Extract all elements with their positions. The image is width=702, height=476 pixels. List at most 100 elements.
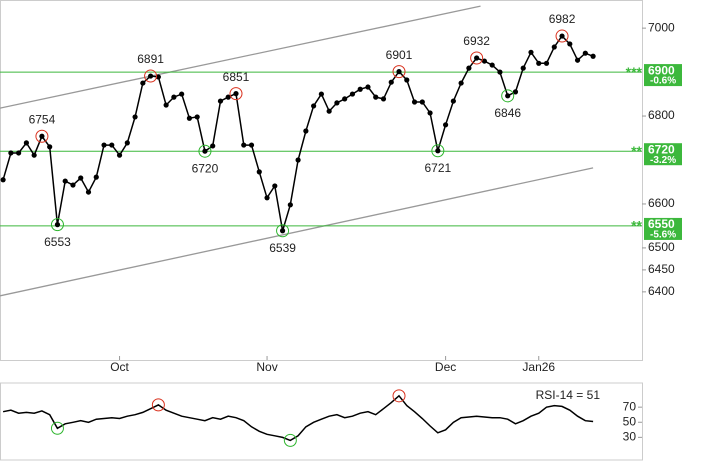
point — [233, 91, 239, 97]
low-label: 6720 — [192, 161, 219, 175]
point — [567, 41, 573, 47]
point — [404, 77, 410, 83]
point — [70, 182, 76, 188]
point — [132, 114, 138, 120]
point — [16, 150, 22, 156]
point — [39, 133, 45, 139]
point — [559, 33, 565, 39]
point — [373, 94, 379, 100]
point — [450, 98, 456, 104]
point — [62, 178, 68, 184]
point — [342, 96, 348, 102]
point — [194, 114, 200, 120]
level-value: 6900 — [648, 63, 675, 77]
level-box — [644, 217, 682, 240]
point — [31, 152, 37, 158]
point — [590, 53, 596, 59]
point — [435, 148, 441, 154]
y-tick-label: 7000 — [648, 20, 675, 34]
point — [528, 49, 534, 55]
point — [442, 122, 449, 128]
point — [543, 60, 550, 66]
level-stars: ** — [631, 218, 642, 234]
rsi-title: RSI-14 = 51 — [536, 388, 601, 402]
point — [318, 91, 324, 97]
point — [279, 228, 286, 234]
point — [210, 143, 216, 149]
high-label: 6754 — [29, 112, 56, 126]
rsi-high-marker — [151, 398, 165, 412]
high-label: 6932 — [463, 34, 490, 48]
level-box — [644, 64, 682, 87]
high-label: 6982 — [549, 12, 576, 26]
point — [116, 152, 123, 158]
low-label: 6539 — [269, 241, 296, 255]
point — [551, 44, 557, 50]
point — [264, 195, 270, 201]
low-marker — [431, 144, 445, 158]
point — [140, 80, 146, 86]
point — [186, 115, 193, 121]
x-tick-label: Dec — [435, 360, 456, 374]
rsi-high-marker — [392, 389, 406, 403]
point — [85, 189, 92, 195]
low-marker — [501, 89, 515, 103]
point — [574, 57, 581, 63]
point — [334, 100, 340, 106]
point — [295, 157, 301, 163]
high-marker — [470, 51, 484, 65]
point — [241, 142, 247, 148]
point — [47, 144, 53, 150]
level-box — [644, 143, 682, 166]
point — [396, 69, 402, 75]
high-label: 6851 — [223, 70, 250, 84]
y-tick-label: 6450 — [648, 262, 675, 276]
y-tick-label: 6400 — [648, 284, 675, 298]
point — [8, 150, 14, 156]
level-change: -3.2% — [650, 155, 676, 166]
x-tick-label: Jan26 — [522, 360, 555, 374]
x-tick-label: Nov — [256, 360, 277, 374]
y-tick-label: 6500 — [648, 240, 675, 254]
point — [388, 79, 394, 85]
point — [148, 73, 154, 79]
point — [0, 177, 6, 183]
point — [512, 89, 519, 95]
y-tick-label: 6800 — [648, 108, 675, 122]
plot-frame — [0, 0, 643, 361]
point — [326, 108, 332, 114]
point — [287, 202, 293, 208]
point — [311, 103, 317, 109]
point — [357, 86, 363, 92]
point — [23, 140, 29, 146]
rsi-tick-label: 30 — [623, 430, 637, 444]
level-change: -5.6% — [650, 230, 676, 241]
x-tick-label: Oct — [110, 360, 129, 374]
point — [303, 128, 309, 134]
trend-line — [0, 5, 481, 109]
point — [217, 98, 224, 104]
rsi-tick-label: 70 — [623, 399, 637, 413]
point — [497, 69, 503, 75]
point — [380, 96, 387, 102]
point — [411, 99, 418, 105]
low-label: 6846 — [494, 106, 521, 120]
point — [582, 50, 588, 56]
high-marker — [35, 129, 49, 143]
point — [163, 102, 169, 108]
point — [365, 84, 371, 90]
point — [248, 142, 255, 148]
point — [419, 99, 425, 105]
point — [78, 175, 84, 181]
high-label: 6901 — [386, 48, 413, 62]
point — [349, 91, 356, 97]
point — [179, 91, 185, 97]
point — [109, 142, 115, 148]
high-label: 6891 — [137, 52, 164, 66]
low-marker — [276, 224, 290, 238]
point — [466, 65, 472, 71]
point — [93, 174, 99, 180]
level-stars: *** — [626, 64, 643, 80]
point — [427, 110, 433, 116]
high-marker — [555, 29, 569, 43]
